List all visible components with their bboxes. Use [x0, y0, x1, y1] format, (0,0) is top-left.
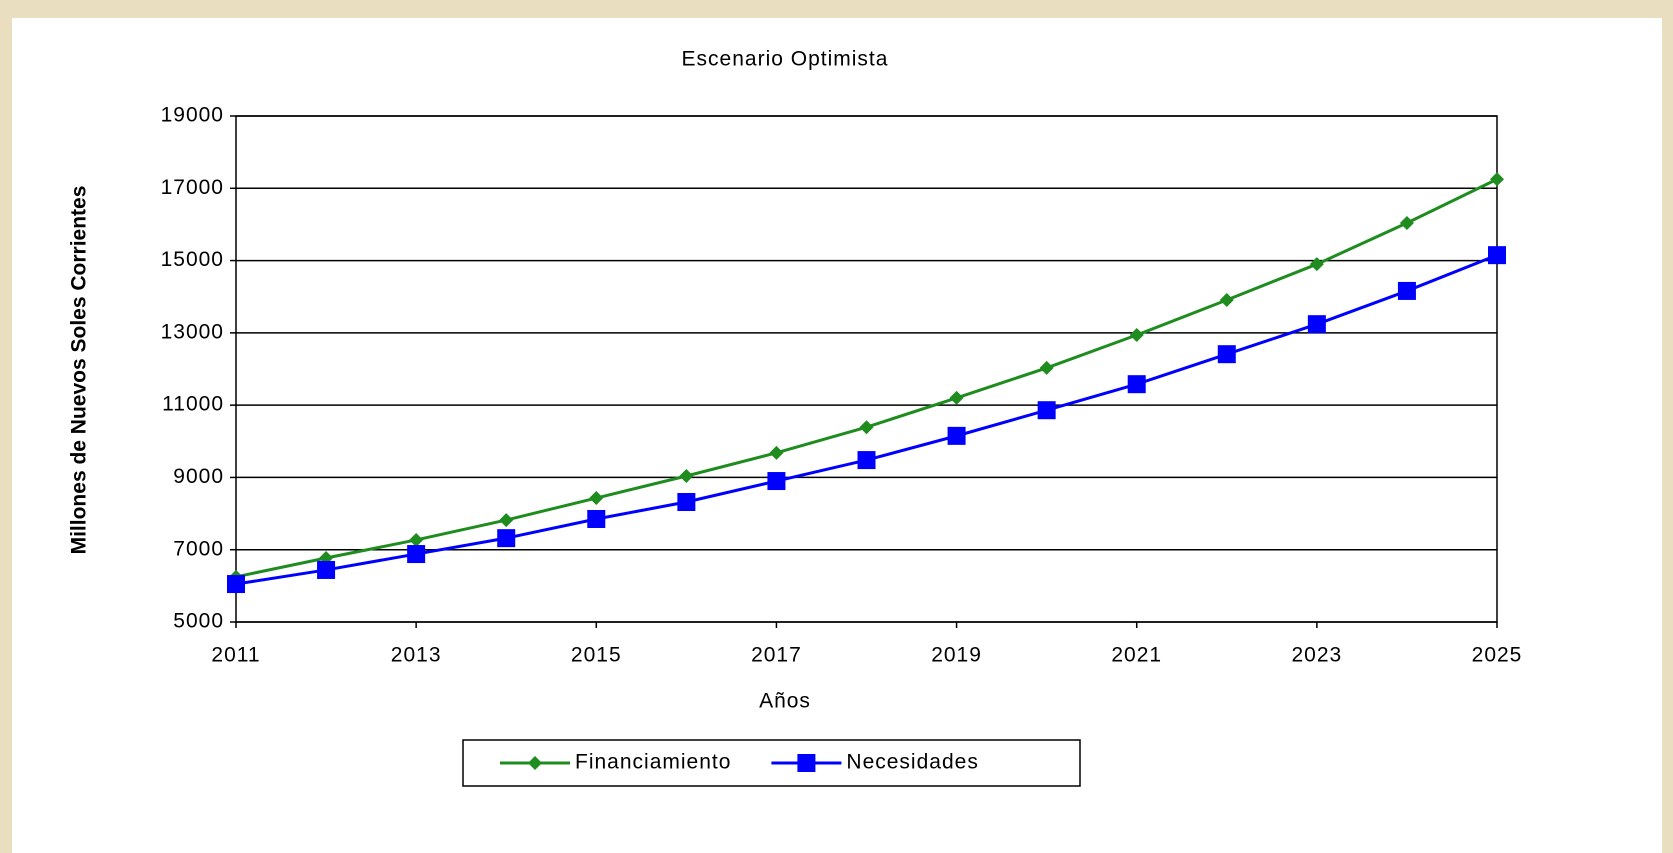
x-tick-label: 2023 — [1291, 644, 1342, 667]
marker-diamond — [589, 491, 604, 506]
marker-square — [497, 529, 516, 548]
y-tick-label: 19000 — [161, 104, 224, 127]
marker-square — [587, 509, 606, 528]
marker-square — [1307, 315, 1326, 334]
marker-square — [677, 493, 696, 512]
legend-label: Financiamiento — [575, 751, 731, 774]
marker-diamond — [1490, 172, 1504, 187]
y-tick-label: 13000 — [161, 320, 224, 343]
marker-square — [227, 575, 245, 594]
marker-square — [767, 472, 786, 491]
marker-square — [317, 560, 336, 579]
marker-diamond — [679, 468, 694, 483]
marker-diamond — [1039, 360, 1054, 375]
marker-diamond — [949, 390, 964, 405]
marker-square — [797, 754, 816, 772]
x-tick-label: 2013 — [391, 644, 442, 667]
legend-label: Necesidades — [846, 751, 978, 774]
x-tick-label: 2025 — [1472, 644, 1523, 667]
marker-square — [407, 545, 426, 564]
marker-square — [1037, 401, 1056, 420]
y-tick-label: 17000 — [161, 176, 224, 199]
y-tick-label: 15000 — [161, 248, 224, 271]
x-tick-label: 2017 — [751, 644, 802, 667]
marker-square — [947, 426, 966, 445]
plot-border — [235, 115, 1498, 623]
marker-diamond — [769, 445, 784, 460]
marker-diamond — [1219, 292, 1234, 307]
marker-square — [1127, 375, 1146, 394]
marker-diamond — [528, 756, 542, 770]
marker-diamond — [409, 532, 424, 547]
y-tick-label: 9000 — [173, 465, 224, 488]
y-tick-label: 7000 — [173, 537, 224, 560]
x-tick-label: 2021 — [1111, 644, 1162, 667]
y-axis-label: Millones de Nuevos Soles Corrientes — [68, 186, 91, 555]
marker-diamond — [1309, 257, 1324, 272]
marker-square — [1397, 281, 1416, 300]
marker-diamond — [1399, 215, 1414, 230]
marker-diamond — [499, 513, 514, 528]
marker-square — [1217, 345, 1236, 364]
y-tick-label: 11000 — [162, 393, 224, 416]
x-tick-label: 2015 — [571, 644, 622, 667]
x-tick-label: 2019 — [931, 644, 982, 667]
x-axis-label: Años — [759, 690, 811, 713]
x-tick-label: 2011 — [211, 644, 260, 667]
marker-diamond — [1129, 328, 1144, 343]
chart-title: Escenario Optimista — [682, 48, 889, 71]
marker-diamond — [859, 420, 874, 435]
y-tick-label: 5000 — [173, 610, 224, 633]
marker-square — [1488, 246, 1506, 265]
marker-square — [857, 451, 876, 470]
